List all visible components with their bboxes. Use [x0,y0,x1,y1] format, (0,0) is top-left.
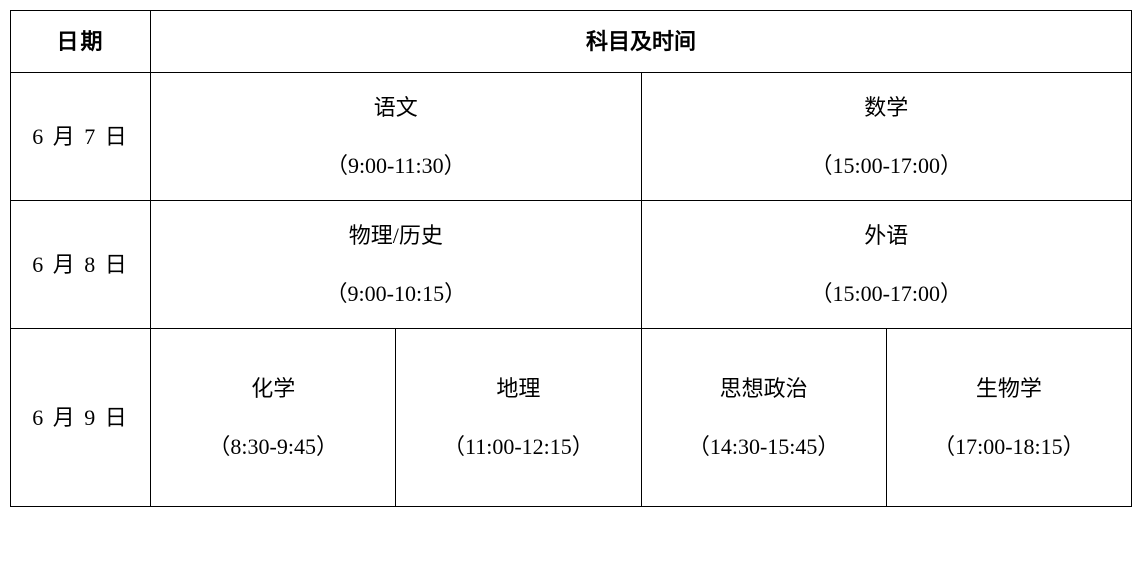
subject-name: 化学 [251,369,295,409]
subject-cell: 数学 （15:00-17:00） [641,73,1131,201]
subject-cell: 地理 （11:00-12:15） [396,329,641,507]
schedule-table: 日期 科目及时间 6 月 7 日 语文 （9:00-11:30） 数学 （15:… [10,10,1132,507]
subject-time: （15:00-17:00） [810,146,962,186]
subject-name: 外语 [864,216,908,256]
date-cell: 6 月 9 日 [11,329,151,507]
schedule-table-container: 日期 科目及时间 6 月 7 日 语文 （9:00-11:30） 数学 （15:… [10,10,1132,507]
subject-cell: 外语 （15:00-17:00） [641,201,1131,329]
subject-name: 语文 [374,88,418,128]
subject-name: 地理 [496,369,540,409]
subject-name: 物理/历史 [349,216,443,256]
subject-time: （17:00-18:15） [933,427,1085,467]
subject-name: 数学 [864,88,908,128]
subject-name: 思想政治 [720,369,808,409]
subject-cell: 物理/历史 （9:00-10:15） [151,201,641,329]
header-subjects: 科目及时间 [151,11,1132,73]
subject-time: （9:00-11:30） [326,146,466,186]
subject-time: （11:00-12:15） [443,427,594,467]
subject-cell: 语文 （9:00-11:30） [151,73,641,201]
header-date: 日期 [11,11,151,73]
subject-cell: 化学 （8:30-9:45） [151,329,396,507]
subject-name: 生物学 [976,369,1042,409]
subject-time: （15:00-17:00） [810,274,962,314]
subject-cell: 思想政治 （14:30-15:45） [641,329,886,507]
subject-time: （9:00-10:15） [326,274,467,314]
table-row: 6 月 8 日 物理/历史 （9:00-10:15） 外语 （15:00-17:… [11,201,1132,329]
table-row: 6 月 7 日 语文 （9:00-11:30） 数学 （15:00-17:00） [11,73,1132,201]
subject-cell: 生物学 （17:00-18:15） [886,329,1131,507]
date-cell: 6 月 7 日 [11,73,151,201]
table-row: 6 月 9 日 化学 （8:30-9:45） 地理 （11:00-12:15） … [11,329,1132,507]
table-header-row: 日期 科目及时间 [11,11,1132,73]
date-cell: 6 月 8 日 [11,201,151,329]
subject-time: （14:30-15:45） [688,427,840,467]
subject-time: （8:30-9:45） [208,427,338,467]
